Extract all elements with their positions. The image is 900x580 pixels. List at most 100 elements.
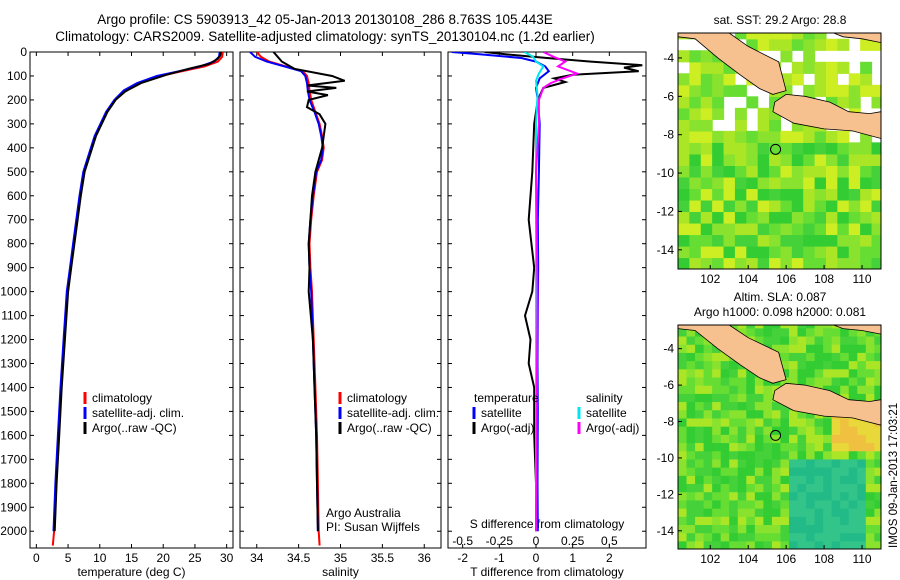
map-cell [757,165,770,178]
map-cell [678,376,688,386]
map-cell [700,211,713,224]
legend-label: satellite-adj. clim. [347,406,439,420]
map-cell [840,327,850,337]
map-cell [803,142,816,155]
map-cell [848,211,861,224]
map-cell [803,130,816,143]
map-cell [757,234,770,247]
map-cell [806,344,816,353]
map-cell [723,176,736,190]
map-cell [754,409,764,419]
map-cell [763,450,773,460]
map-cell [797,368,807,378]
map-cell [678,508,688,517]
land-polygon [678,325,787,384]
map-cell [686,516,696,526]
map-cell [848,176,861,190]
map-cell [737,368,747,378]
map-cell [874,524,881,534]
map-cell [831,417,841,427]
map-cell [825,96,838,109]
map-cell [754,393,764,403]
map-cell [825,211,838,224]
map-cell [695,393,705,403]
map-cell [797,360,807,370]
map-cell [754,327,764,337]
map-cell [823,417,833,427]
map-cell [703,499,713,509]
map-cell [754,508,764,517]
map-cell [865,442,875,452]
map-cell [823,508,833,517]
map-cell [703,508,713,517]
map-cell [737,393,747,403]
map-cell [737,458,747,468]
map-cell [814,130,827,143]
map-cell [689,153,702,166]
map-cell [689,50,702,63]
map-cell [825,61,838,74]
map-cell [746,393,756,403]
map-cell [746,475,756,485]
map-cell [746,516,756,526]
map-cell [865,376,875,386]
map-cell [678,540,688,549]
map-cell [814,508,824,517]
map-cell [700,130,713,143]
map-cell [712,450,722,460]
map-cell [729,450,739,460]
map-cell [746,142,759,155]
map-cell [840,360,850,370]
map-cell [831,508,841,517]
map-cell [823,335,833,345]
map-cell [703,393,713,403]
map-cell [814,376,824,386]
map-cell [754,325,764,329]
map-cell [865,475,875,485]
map-cell [803,38,816,51]
map-title: Altim. SLA: 0.087 [734,290,827,304]
map-cell [757,222,770,236]
map-cell [788,325,799,329]
map-cell [689,73,702,86]
s-tick-label: -0.25 [486,534,514,548]
map-cell [848,222,861,236]
map-cell [848,335,858,345]
map-cell [871,211,881,224]
map-cell [837,38,850,51]
map-cell [703,344,713,353]
map-cell [803,257,816,269]
argo-position-marker [770,143,782,155]
map-cell [780,516,790,526]
map-cell [686,409,696,419]
map-cell [700,222,713,236]
map-cell [871,245,881,259]
map-cell [695,344,705,353]
map-cell [797,475,807,485]
map-cell [780,344,790,353]
map-cell [695,417,705,427]
map-cell [874,385,881,394]
map-cell [837,211,850,224]
map-cell [874,426,881,435]
map-cell [797,450,807,460]
argo-position-marker [770,429,782,441]
map-cell [686,393,696,403]
map-cell [780,491,790,501]
map-cell [720,426,730,435]
map-cell [823,516,833,526]
land-polygon [772,93,881,139]
map-cell [871,153,881,166]
map-cell [848,393,858,403]
map-cell [689,257,702,269]
x-tick-label: 35.5 [371,551,395,565]
y-tick-label: -8 [663,128,674,142]
map-frame [677,324,882,550]
map-cell [840,344,850,353]
map-cell [840,499,850,509]
map-cell [797,376,807,386]
map-cell [754,450,764,460]
map-cell [797,426,807,435]
map-cell [734,119,747,132]
map-cell [746,524,756,534]
